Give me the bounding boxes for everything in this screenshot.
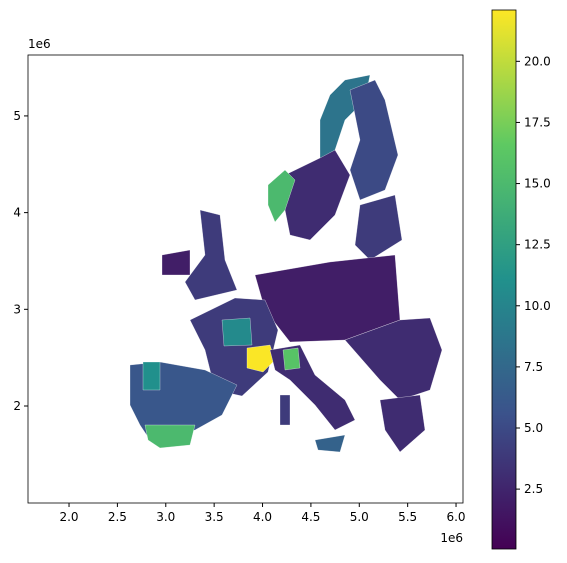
colorbar-tick-label: 15.0 — [524, 177, 551, 191]
x-tick-label: 3.0 — [156, 510, 175, 524]
region — [142, 361, 161, 391]
region — [184, 209, 238, 301]
map — [129, 74, 443, 453]
colorbar — [492, 10, 516, 549]
axes-frame — [27, 54, 464, 504]
region — [161, 249, 191, 276]
colorbar-tick-label: 2.5 — [524, 482, 543, 496]
y-tick-label: 4 — [13, 206, 21, 220]
y-tick-label: 2 — [13, 399, 21, 413]
x-tick-label: 4.5 — [301, 510, 320, 524]
colorbar-tick-label: 20.0 — [524, 54, 551, 68]
region — [284, 149, 351, 241]
x-tick-label: 5.0 — [350, 510, 369, 524]
region — [189, 297, 279, 397]
colorbar-tick-label: 7.5 — [524, 360, 543, 374]
region — [379, 394, 426, 453]
region — [282, 347, 301, 371]
region — [279, 394, 291, 426]
x-tick-label: 3.5 — [205, 510, 224, 524]
region — [267, 169, 296, 223]
region — [349, 79, 399, 201]
x-tick-label: 6.0 — [446, 510, 465, 524]
x-tick-label: 5.5 — [398, 510, 417, 524]
x-tick-label: 2.5 — [108, 510, 127, 524]
colorbar-tick-label: 10.0 — [524, 299, 551, 313]
colorbar-tick-label: 17.5 — [524, 115, 551, 129]
colorbar-tick-label: 5.0 — [524, 421, 543, 435]
region — [144, 424, 196, 449]
colorbar-frame — [491, 9, 517, 550]
x-tick-label: 4.0 — [253, 510, 272, 524]
y-tick-label: 5 — [13, 109, 21, 123]
x-tick-label: 2.0 — [59, 510, 78, 524]
region — [221, 317, 253, 347]
y-offset: 1e6 — [28, 37, 51, 51]
x-offset: 1e6 — [440, 531, 463, 545]
region — [314, 434, 346, 453]
region — [354, 194, 403, 261]
region — [344, 317, 443, 401]
colorbar-tick-label: 12.5 — [524, 238, 551, 252]
region — [246, 344, 276, 373]
y-tick-label: 3 — [13, 302, 21, 316]
